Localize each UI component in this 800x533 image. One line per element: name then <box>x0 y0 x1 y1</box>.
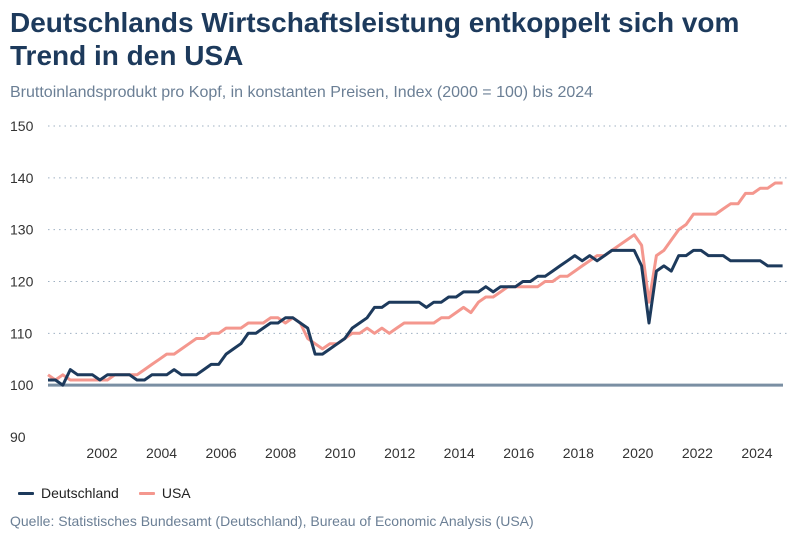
x-tick-label-2020: 2020 <box>622 445 653 461</box>
y-tick-label-100: 100 <box>10 377 34 393</box>
legend-item-deutschland: Deutschland <box>18 485 119 501</box>
y-tick-label-110: 110 <box>10 325 33 341</box>
y-tick-label-120: 120 <box>10 274 34 290</box>
x-tick-label-2012: 2012 <box>384 445 415 461</box>
y-tick-label-140: 140 <box>10 170 34 186</box>
y-tick-label-90: 90 <box>10 429 26 445</box>
legend-item-usa: USA <box>138 485 191 501</box>
source-note: Quelle: Statistisches Bundesamt (Deutsch… <box>10 513 534 529</box>
x-tick-label-2006: 2006 <box>206 445 237 461</box>
x-tick-label-2002: 2002 <box>86 445 117 461</box>
x-tick-label-2018: 2018 <box>563 445 594 461</box>
x-tick-label-2014: 2014 <box>444 445 475 461</box>
y-tick-label-130: 130 <box>10 222 34 238</box>
legend-label-deutschland: Deutschland <box>41 485 119 501</box>
y-tick-label-150: 150 <box>10 118 34 134</box>
legend-swatch-usa <box>138 491 155 495</box>
legend-swatch-deutschland <box>18 491 34 495</box>
x-tick-label-2024: 2024 <box>741 445 772 461</box>
x-tick-label-2016: 2016 <box>503 445 534 461</box>
x-tick-label-2022: 2022 <box>682 445 713 461</box>
x-tick-label-2004: 2004 <box>146 445 177 461</box>
series-line-deutschland <box>48 248 783 387</box>
x-tick-label-2008: 2008 <box>265 445 296 461</box>
legend-label-usa: USA <box>161 485 191 501</box>
series-line-usa <box>47 181 783 382</box>
legend: Deutschland USA <box>18 485 191 501</box>
x-tick-label-2010: 2010 <box>325 445 356 461</box>
chart-title: Deutschlands Wirtschaftsleistung entkopp… <box>10 7 740 71</box>
chart-subtitle: Bruttoinlandsprodukt pro Kopf, in konsta… <box>10 84 594 101</box>
